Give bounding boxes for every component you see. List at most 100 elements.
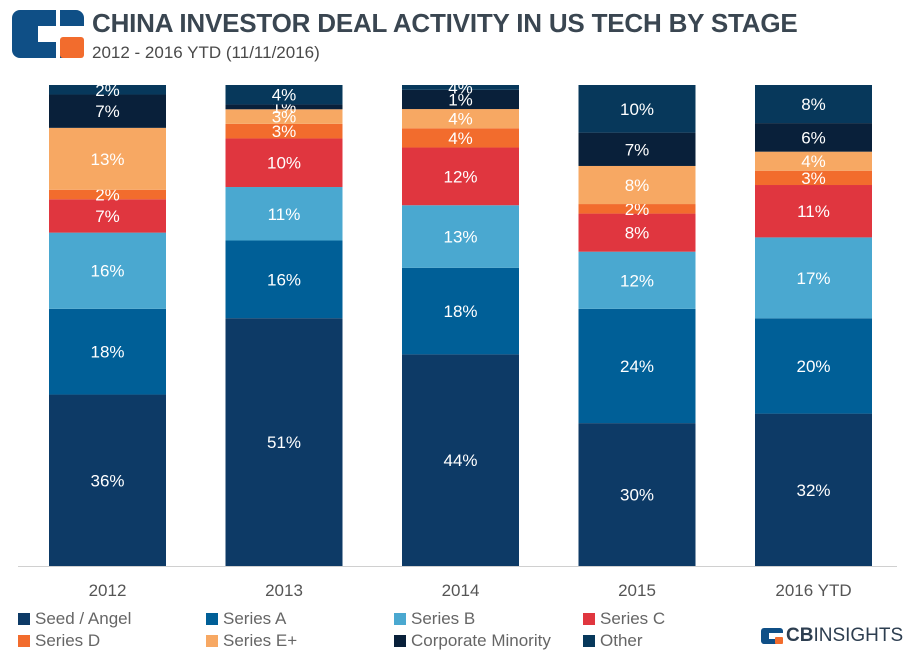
legend-swatch (394, 613, 406, 625)
legend-swatch (583, 635, 595, 647)
bar-segment (402, 85, 519, 90)
chart-legend: Seed / Angel Series A Series B Series C Seri… (18, 609, 778, 655)
bar-segment (755, 185, 872, 238)
data-label: 18% (443, 302, 477, 321)
cb-insights-brand: CB INSIGHTS (761, 625, 903, 647)
cb-insights-logo-icon (12, 10, 84, 58)
bar-segment (755, 123, 872, 152)
data-label: 3% (801, 169, 826, 188)
legend-swatch (18, 635, 30, 647)
bar-segment (49, 199, 166, 233)
x-tick-label: 2015 (618, 581, 656, 600)
bar-segment (755, 413, 872, 566)
data-label: 4% (448, 129, 473, 148)
data-label: 17% (796, 269, 830, 288)
bar-segment (402, 267, 519, 355)
x-tick-label: 2013 (265, 581, 303, 600)
bar-segment (578, 213, 696, 252)
bar-segment (755, 85, 872, 124)
bar-segment (755, 170, 872, 186)
legend-label: Series B (411, 609, 476, 628)
data-label: 4% (448, 110, 473, 129)
bar-segment (578, 423, 696, 566)
legend-label: Other (600, 631, 643, 650)
data-label: 7% (95, 102, 120, 121)
data-label: 36% (90, 471, 124, 490)
cb-insights-small-logo-icon (761, 628, 783, 644)
data-label: 8% (801, 95, 826, 114)
data-label: 3% (272, 122, 297, 141)
x-tick-label: 2014 (442, 581, 480, 600)
bar-segment (49, 308, 166, 395)
legend-item: Series D (18, 631, 100, 651)
brand-name-bold: CB (786, 625, 814, 646)
bar-segment (225, 104, 343, 110)
bar-segment (49, 394, 166, 566)
legend-swatch (394, 635, 406, 647)
legend-label: Series E+ (223, 631, 298, 650)
data-label: 7% (95, 207, 120, 226)
legend-item: Series E+ (206, 631, 297, 651)
legend-item: Series A (206, 609, 286, 629)
legend-label: Corporate Minority (411, 631, 551, 650)
legend-item: Corporate Minority (394, 631, 551, 651)
legend-item: Series B (394, 609, 475, 629)
data-label: 4% (801, 152, 826, 171)
legend-label: Series C (600, 609, 666, 628)
data-label: 13% (90, 150, 124, 169)
legend-item: Other (583, 631, 643, 651)
data-label: 2% (95, 186, 120, 205)
bar-segment (225, 318, 343, 566)
logo-orange-block (60, 37, 84, 58)
x-tick-label: 2016 YTD (775, 581, 851, 600)
data-label: 1% (448, 90, 473, 109)
data-label: 4% (272, 86, 297, 105)
data-label: 13% (443, 228, 477, 247)
bar-segment (402, 128, 519, 148)
data-label: 2% (95, 81, 120, 100)
bar-segment (225, 240, 343, 319)
data-label: 24% (620, 357, 654, 376)
chart-title: CHINA INVESTOR DEAL ACTIVITY IN US TECH … (92, 8, 798, 38)
bar-segment (755, 151, 872, 171)
data-label: 8% (625, 224, 650, 243)
legend-item: Seed / Angel (18, 609, 131, 629)
data-label: 16% (267, 270, 301, 289)
data-label: 11% (797, 202, 830, 221)
data-label: 4% (448, 78, 473, 97)
bar-segment (578, 204, 696, 214)
bar-segment (578, 85, 696, 133)
bar-segment (578, 165, 696, 205)
bar-segment (49, 127, 166, 190)
bar-segment (578, 308, 696, 424)
bar-segment (402, 147, 519, 206)
bar-segment (755, 237, 872, 319)
bar-segment (225, 109, 343, 124)
data-label: 7% (625, 140, 650, 159)
bar-segment (578, 132, 696, 166)
legend-swatch (18, 613, 30, 625)
data-label: 2% (625, 200, 650, 219)
bar-segment (225, 187, 343, 241)
bar-segment (402, 109, 519, 129)
bar-segment (225, 123, 343, 139)
data-label: 10% (267, 154, 301, 173)
legend-label: Seed / Angel (35, 609, 132, 628)
data-label: 11% (268, 205, 301, 224)
x-tick-label: 2012 (89, 581, 127, 600)
legend-label: Series A (223, 609, 287, 628)
data-label: 20% (796, 357, 830, 376)
legend-item: Series C (583, 609, 665, 629)
data-label: 8% (625, 176, 650, 195)
chart-subtitle: 2012 - 2016 YTD (11/11/2016) (92, 43, 320, 62)
data-label: 3% (272, 108, 297, 127)
bar-segment (225, 138, 343, 188)
bar-segment (49, 85, 166, 95)
legend-label: Series D (35, 631, 101, 650)
bar-segment (578, 251, 696, 309)
legend-swatch (206, 613, 218, 625)
data-label: 16% (90, 262, 124, 281)
data-label: 12% (620, 271, 654, 290)
bar-segment (755, 318, 872, 414)
